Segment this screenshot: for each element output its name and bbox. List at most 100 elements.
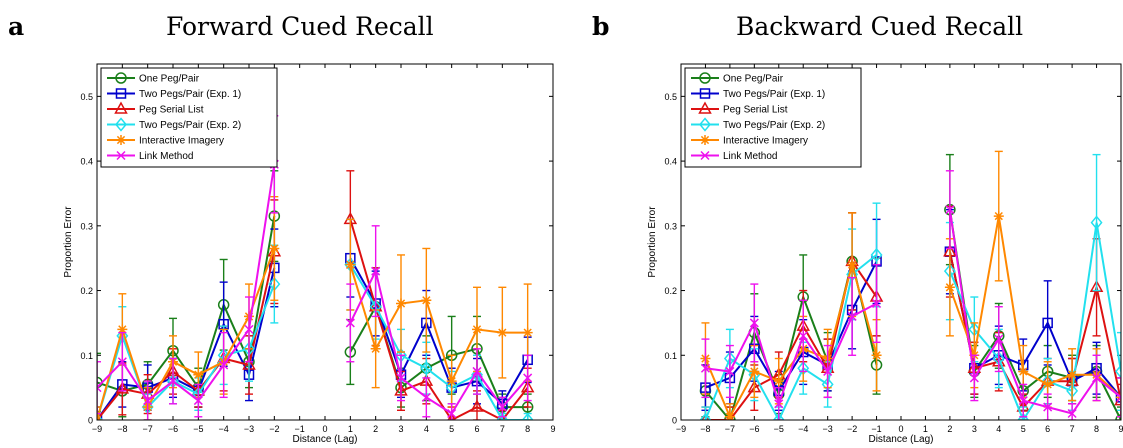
x-tick-label: 5	[449, 424, 454, 434]
x-tick-label: −7	[725, 424, 735, 434]
data-point-star	[446, 376, 457, 387]
legend-marker-circle	[115, 72, 127, 84]
legend-label: Link Method	[723, 151, 777, 162]
data-point-x	[774, 399, 784, 409]
data-point-x	[798, 331, 808, 341]
data-point-x	[447, 408, 457, 419]
legend: One Peg/Pair Two Pegs/Pair (Exp. 1) Peg Se…	[684, 67, 862, 168]
x-tick-label: 5	[1021, 424, 1026, 434]
series-link	[700, 170, 1121, 420]
data-point-star	[724, 411, 735, 420]
data-point-x	[97, 383, 102, 393]
data-point-x	[193, 396, 203, 406]
x-tick-label: 7	[500, 424, 505, 434]
legend-box	[684, 67, 862, 168]
x-tick-label: 3	[972, 424, 977, 434]
legend-label: Two Pegs/Pair (Exp. 1)	[723, 89, 825, 100]
data-point-diamond	[1017, 412, 1030, 420]
data-point-star	[871, 350, 882, 361]
y-tick-label: 0.2	[664, 286, 677, 296]
data-point-x	[244, 324, 254, 334]
data-point-x	[345, 318, 355, 328]
data-point-star	[421, 295, 432, 306]
data-point-x	[994, 334, 1004, 344]
data-point-x	[1116, 392, 1121, 402]
x-tick-label: −6	[168, 424, 178, 434]
y-axis-label: Proportion Error	[63, 206, 74, 278]
y-tick-label: 0.3	[80, 221, 93, 231]
panel-letter-b: b	[592, 12, 610, 41]
legend-label: Peg Serial List	[139, 105, 204, 116]
x-tick-label: −5	[774, 424, 784, 434]
series-line	[97, 283, 276, 420]
y-tick-label: 0.2	[80, 286, 93, 296]
legend: One Peg/Pair Two Pegs/Pair (Exp. 1) Peg Se…	[100, 67, 278, 168]
x-tick-label: 9	[1118, 424, 1123, 434]
data-point-star	[522, 327, 533, 338]
data-point-triangle	[701, 412, 710, 420]
x-tick-label: 8	[525, 424, 530, 434]
data-point-diamond	[772, 412, 785, 420]
y-tick-label: 0.4	[664, 157, 677, 167]
series-line	[349, 264, 528, 384]
x-axis-label: Distance (Lag)	[292, 434, 357, 445]
series-line	[948, 222, 1121, 420]
data-point-x	[823, 366, 833, 376]
series-line	[349, 264, 528, 420]
data-point-star	[1042, 379, 1053, 390]
legend-label: One Peg/Pair	[139, 74, 200, 85]
data-point-diamond	[1115, 364, 1121, 379]
x-tick-label: −8	[700, 424, 710, 434]
legend-label: Two Pegs/Pair (Exp. 2)	[139, 120, 241, 131]
legend-marker-x	[700, 150, 710, 161]
x-tick-label: −3	[244, 424, 254, 434]
panel-title-a: Forward Cued Recall	[166, 12, 434, 41]
legend-marker-star	[116, 135, 126, 145]
x-tick-label: −9	[92, 424, 102, 434]
y-tick-label: 0	[88, 416, 93, 426]
data-point-diamond	[521, 412, 534, 420]
series-line	[97, 248, 276, 420]
y-tick-label: 0	[672, 416, 677, 426]
legend-label: Two Pegs/Pair (Exp. 1)	[139, 89, 241, 100]
series-line	[948, 209, 1121, 415]
x-tick-label: −4	[219, 424, 229, 434]
x-tick-label: 3	[398, 424, 403, 434]
y-tick-label: 0.5	[664, 92, 677, 102]
x-tick-label: −5	[193, 424, 203, 434]
legend-marker-square	[115, 88, 127, 99]
series-one_peg	[699, 153, 1121, 420]
legend-label: Interactive Imagery	[139, 136, 224, 147]
data-point-x	[1043, 402, 1053, 412]
x-tick-label: −3	[823, 424, 833, 434]
x-tick-label: 2	[373, 424, 378, 434]
data-point-x	[219, 360, 229, 370]
series-line	[97, 164, 276, 403]
series-two_pegs_1	[97, 218, 533, 420]
y-tick-label: 0.4	[80, 157, 93, 167]
y-axis-label: Proportion Error	[647, 206, 658, 278]
data-point-x	[421, 392, 431, 402]
legend-marker-star	[700, 135, 710, 145]
legend-label: Two Pegs/Pair (Exp. 2)	[723, 120, 825, 131]
data-point-star	[269, 243, 280, 254]
x-tick-label: −1	[295, 424, 305, 434]
legend-marker-diamond	[699, 117, 711, 132]
data-point-star	[193, 369, 204, 380]
data-point-x	[700, 363, 710, 373]
data-point-diamond	[420, 361, 433, 376]
x-tick-label: −2	[269, 424, 279, 434]
data-point-star	[749, 366, 760, 377]
y-tick-label: 0.5	[80, 92, 93, 102]
data-point-x	[1067, 408, 1077, 419]
plot-panel-b: −9 −8 −7 −6 −5 −4 −3 −2 −1 0 1 2 3 4 5 6 7 8 9 0 0.1 0.2 0.3 0.…	[647, 63, 1123, 445]
data-point-x	[1092, 373, 1102, 383]
x-tick-label: 0	[322, 424, 327, 434]
series-two_pegs_2	[97, 218, 534, 420]
data-layer	[97, 115, 535, 420]
series-link	[97, 115, 533, 420]
data-point-star	[396, 298, 406, 309]
x-tick-label: −7	[143, 424, 153, 434]
x-tick-label: 4	[996, 424, 1001, 434]
